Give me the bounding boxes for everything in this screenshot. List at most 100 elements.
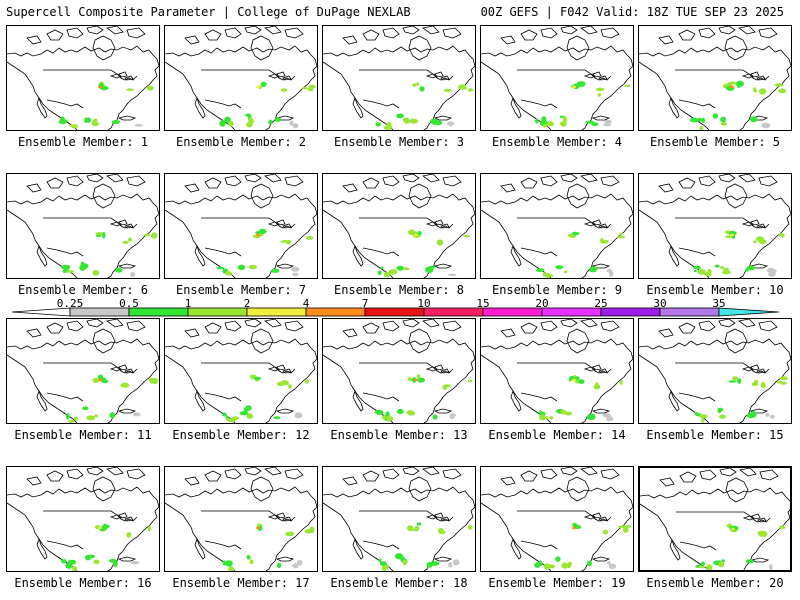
scp-shading: [289, 120, 294, 126]
scp-shading: [61, 264, 71, 270]
scp-shading: [623, 526, 629, 533]
scp-shading: [388, 269, 398, 275]
scp-shading: [225, 271, 233, 276]
map-outline: [566, 328, 590, 354]
scp-shading: [780, 381, 787, 385]
colorbar-segment: [541, 307, 602, 317]
scp-shading: [538, 410, 543, 416]
colorbar-level-label: 35: [712, 297, 726, 310]
scp-shading: [758, 88, 767, 95]
north-america-map: [639, 26, 791, 130]
colorbar-segment: [187, 307, 248, 317]
ensemble-map-panel: [164, 25, 318, 131]
colorbar-segment: [364, 307, 425, 317]
north-america-map: [639, 174, 791, 278]
scp-shading: [130, 271, 136, 277]
ensemble-member-label: Ensemble Member: 16: [14, 576, 152, 590]
map-outline: [481, 45, 633, 130]
ensemble-member-label: Ensemble Member: 10: [646, 283, 784, 297]
map-outline: [639, 338, 791, 423]
scp-shading: [228, 120, 234, 127]
scp-shading: [260, 81, 267, 87]
scp-shading: [448, 121, 453, 127]
scp-shading: [67, 559, 77, 565]
ensemble-map-panel: [6, 173, 160, 279]
scp-shading: [563, 270, 568, 274]
ensemble-member-label: Ensemble Member: 13: [330, 428, 468, 442]
ensemble-member-label: Ensemble Member: 18: [330, 576, 468, 590]
map-outline: [408, 183, 432, 209]
scp-shading: [701, 117, 705, 124]
scp-shading: [417, 377, 425, 383]
scp-shading: [307, 87, 314, 92]
ensemble-map-panel: [6, 466, 160, 572]
scp-shading: [698, 565, 705, 569]
map-outline: [362, 392, 400, 402]
scp-max-shading: [98, 85, 102, 89]
scp-shading: [66, 270, 75, 273]
scp-shading: [572, 524, 580, 527]
scp-shading: [72, 566, 77, 571]
scp-shading: [769, 268, 777, 274]
scp-shading: [407, 377, 414, 381]
scp-shading: [224, 560, 233, 567]
map-outline: [92, 476, 116, 502]
map-outline: [668, 244, 680, 267]
map-outline: [323, 193, 475, 278]
scp-shading: [602, 413, 611, 418]
scp-shading: [120, 382, 130, 388]
scp-shading: [222, 412, 227, 417]
scp-shading: [604, 119, 612, 124]
ensemble-member-label: Ensemble Member: 12: [172, 428, 310, 442]
map-outline: [342, 319, 462, 338]
map-outline: [275, 408, 295, 414]
scp-shading: [268, 119, 273, 125]
scp-shading: [694, 411, 698, 416]
scp-shading: [305, 379, 309, 384]
scp-shading: [92, 269, 100, 276]
map-outline: [520, 247, 558, 257]
scp-shading: [768, 272, 776, 277]
map-outline: [46, 247, 84, 257]
ensemble-member-label: Ensemble Member: 8: [333, 283, 465, 297]
colorbar-level-label: 0.5: [119, 297, 139, 310]
map-outline: [323, 338, 475, 423]
scp-shading: [419, 86, 425, 92]
scp-shading: [416, 374, 421, 379]
ensemble-member-label: Ensemble Member: 1: [17, 135, 149, 149]
map-outline: [36, 389, 48, 412]
scp-shading: [402, 267, 410, 271]
map-outline: [109, 219, 134, 229]
map-outline: [408, 476, 432, 502]
scp-shading: [102, 232, 106, 239]
scp-shading: [95, 232, 104, 236]
north-america-map: [481, 26, 633, 130]
scp-shading: [270, 268, 280, 273]
scp-shading: [86, 415, 96, 421]
scp-shading: [467, 525, 473, 530]
map-outline: [481, 193, 633, 278]
valid-time-label: 00Z GEFS | F042 Valid: 18Z TUE SEP 23 20…: [480, 5, 784, 19]
map-outline: [591, 556, 611, 562]
map-outline: [117, 115, 137, 121]
scp-shading: [301, 87, 308, 90]
colorbar-level-label: 30: [653, 297, 667, 310]
scp-shading: [246, 555, 251, 559]
scp-shading: [222, 560, 226, 566]
map-outline: [342, 467, 462, 486]
scp-max-shading: [414, 233, 418, 237]
scp-max-shading: [730, 85, 734, 89]
map-outline: [204, 392, 242, 402]
scp-shading: [249, 559, 254, 565]
scp-shading: [379, 561, 387, 566]
ensemble-map-panel: [6, 25, 160, 131]
scp-shading: [425, 266, 434, 273]
ensemble-member-label: Ensemble Member: 4: [491, 135, 623, 149]
scp-shading: [93, 118, 98, 123]
scp-shading: [224, 116, 231, 123]
scp-shading: [705, 271, 712, 277]
scp-shading: [66, 413, 70, 420]
scp-shading: [737, 378, 742, 384]
ensemble-map-panel: [480, 25, 634, 131]
map-outline: [425, 364, 450, 374]
